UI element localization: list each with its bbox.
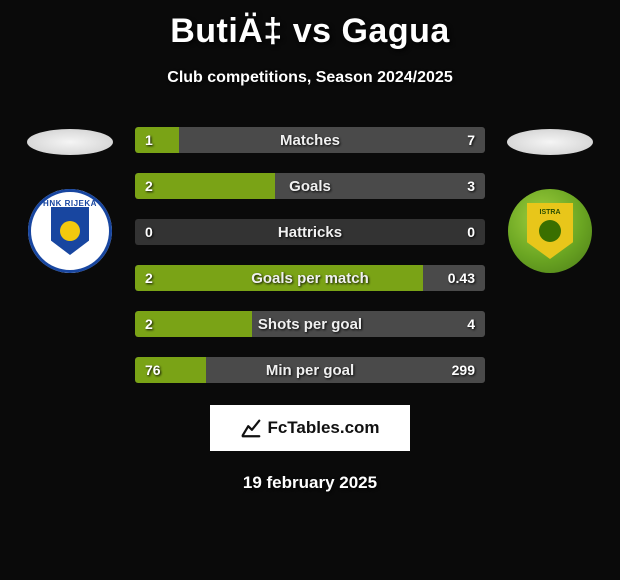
- stat-label: Shots per goal: [258, 316, 362, 333]
- team-badge-right[interactable]: ISTRA: [508, 189, 592, 273]
- player-face-placeholder-left: [27, 129, 113, 155]
- stat-value-left: 2: [145, 178, 153, 194]
- stat-value-right: 0.43: [448, 270, 475, 286]
- stat-value-right: 7: [467, 132, 475, 148]
- stat-row: Min per goal 76 299: [135, 357, 485, 383]
- stat-value-left: 76: [145, 362, 161, 378]
- shield-icon: ISTRA: [527, 203, 573, 259]
- stat-value-left: 2: [145, 316, 153, 332]
- date-label: 19 february 2025: [0, 473, 620, 493]
- team-badge-left[interactable]: HNK RIJEKA: [28, 189, 112, 273]
- chart-icon: [240, 417, 262, 439]
- subtitle: Club competitions, Season 2024/2025: [0, 69, 620, 87]
- right-player-column: ISTRA: [495, 127, 605, 273]
- stat-value-right: 0: [467, 224, 475, 240]
- stat-row: Hattricks 0 0: [135, 219, 485, 245]
- stat-value-left: 2: [145, 270, 153, 286]
- comparison-widget: ButiÄ‡ vs Gagua Club competitions, Seaso…: [0, 0, 620, 580]
- stat-value-right: 4: [467, 316, 475, 332]
- brand-box[interactable]: FcTables.com: [210, 405, 410, 451]
- shield-icon: [51, 207, 89, 255]
- stat-row: Goals 2 3: [135, 173, 485, 199]
- stat-fill-left: [135, 127, 179, 153]
- player-face-placeholder-right: [507, 129, 593, 155]
- stat-label: Matches: [280, 132, 340, 149]
- stat-value-left: 1: [145, 132, 153, 148]
- badge-left-label: HNK RIJEKA: [43, 199, 97, 208]
- stat-row: Shots per goal 2 4: [135, 311, 485, 337]
- stat-label: Goals: [289, 178, 331, 195]
- badge-right-label: ISTRA: [540, 209, 561, 216]
- stat-fill-left: [135, 173, 275, 199]
- stat-value-left: 0: [145, 224, 153, 240]
- stat-bars: Matches 1 7 Goals 2 3 Hattricks 0 0 Goals per mat…: [135, 127, 485, 383]
- page-title: ButiÄ‡ vs Gagua: [0, 12, 620, 51]
- stat-row: Goals per match 2 0.43: [135, 265, 485, 291]
- stat-value-right: 299: [452, 362, 475, 378]
- stat-value-right: 3: [467, 178, 475, 194]
- stat-row: Matches 1 7: [135, 127, 485, 153]
- stat-label: Hattricks: [278, 224, 342, 241]
- left-player-column: HNK RIJEKA: [15, 127, 125, 273]
- brand-text: FcTables.com: [267, 418, 379, 438]
- stats-area: HNK RIJEKA Matches 1 7 Goals 2 3 Hattricks 0 0 Go…: [0, 127, 620, 383]
- stat-label: Goals per match: [251, 270, 369, 287]
- stat-label: Min per goal: [266, 362, 354, 379]
